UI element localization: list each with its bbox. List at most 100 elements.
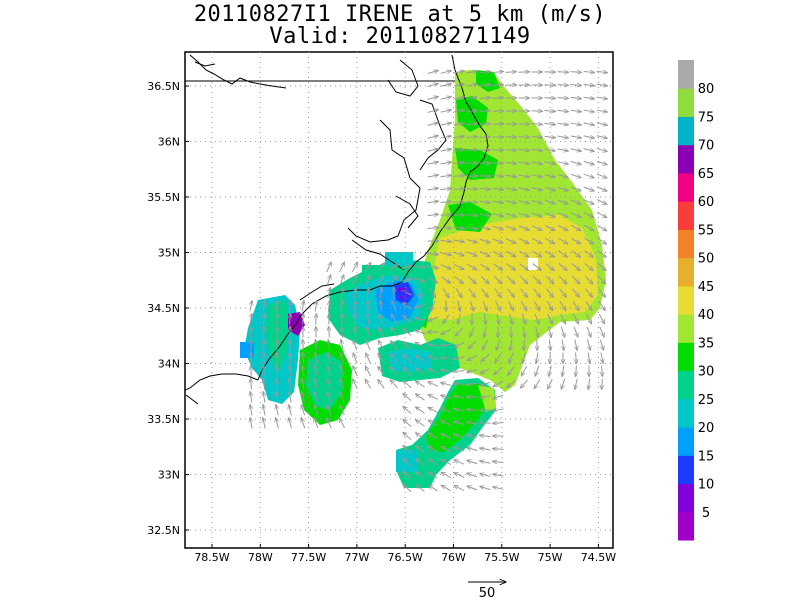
- lat-tick-label: 35N: [158, 247, 180, 260]
- wind-vector: [467, 409, 478, 410]
- wind-vector: [484, 326, 486, 338]
- wind-vector: [440, 264, 451, 269]
- wind-vector: [596, 186, 607, 191]
- wind-vector: [378, 366, 385, 376]
- wind-vector: [415, 381, 425, 388]
- wind-vector: [570, 97, 582, 98]
- wind-vector: [508, 366, 515, 376]
- wind-vector: [557, 97, 569, 98]
- wind-vector: [575, 378, 577, 390]
- wind-vector: [548, 378, 553, 389]
- wind-vector: [573, 326, 578, 337]
- wind-vector: [505, 85, 517, 86]
- wind-vector: [441, 358, 452, 359]
- wind-vector: [570, 149, 582, 152]
- wind-vector: [583, 123, 595, 125]
- wind-vector: [314, 405, 319, 416]
- wind-vector: [596, 71, 608, 72]
- wind-vector: [520, 300, 526, 311]
- wind-vector: [480, 263, 489, 270]
- wind-vector: [505, 150, 517, 151]
- latitude-labels: 36.5N 36N 35.5N 35N 34.5N 34N 33.5N 33N 32.5N: [147, 80, 189, 537]
- wind-vector: [440, 149, 452, 151]
- wind-vector: [505, 175, 517, 177]
- wind-vector: [431, 300, 436, 311]
- wind-vector: [427, 266, 439, 269]
- wind-vector: [250, 301, 252, 312]
- wind-vector: [355, 314, 356, 325]
- wind-vector: [315, 353, 317, 364]
- wind-vector: [544, 175, 556, 178]
- lat-tick-label: 34.5N: [147, 302, 180, 315]
- wind-vector: [466, 251, 477, 256]
- wind-vector: [596, 147, 608, 151]
- wind-vector: [327, 379, 332, 390]
- wind-vector: [390, 367, 398, 376]
- wind-vector: [440, 175, 452, 177]
- wind-vector: [480, 435, 491, 436]
- colorbar-swatch: [678, 172, 694, 202]
- wind-vector: [544, 149, 556, 151]
- wind-vector: [328, 353, 330, 364]
- colorbar-swatch: [678, 427, 694, 456]
- wind-vector: [416, 472, 425, 479]
- wind-vector: [480, 275, 489, 283]
- wind-vector: [495, 300, 501, 311]
- wind-vector: [583, 224, 594, 231]
- colorbar-label: 15: [698, 449, 715, 464]
- wind-vector: [573, 313, 578, 324]
- wind-vector: [403, 445, 412, 454]
- wind-vector: [428, 446, 438, 453]
- wind-vector: [339, 262, 345, 273]
- wind-vector: [367, 314, 369, 325]
- wind-vector: [355, 301, 356, 312]
- lat-tick-label: 33N: [158, 469, 180, 482]
- wind-vector: [479, 227, 491, 230]
- wind-vector: [480, 486, 491, 491]
- lat-tick-label: 32.5N: [147, 524, 180, 537]
- wind-vector: [392, 301, 397, 312]
- wind-vector: [352, 275, 357, 286]
- lat-tick-label: 36N: [158, 136, 180, 149]
- valid-time: Valid: 201108271149: [269, 24, 531, 49]
- wind-vector: [454, 473, 465, 478]
- wind-vector: [328, 288, 330, 299]
- wind-vector: [441, 329, 452, 335]
- wind-vector: [315, 379, 318, 390]
- wind-vector: [442, 288, 449, 297]
- wind-vector: [353, 379, 358, 390]
- wind-vector: [570, 84, 582, 85]
- wind-vector: [454, 276, 463, 284]
- wind-vector: [401, 265, 412, 270]
- wind-vector: [535, 365, 540, 376]
- wind-vector: [427, 136, 439, 139]
- wind-vector: [327, 418, 332, 429]
- wind-vector: [519, 275, 528, 284]
- chart-title: 20110827I1 IRENE at 5 km (m/s): [193, 2, 607, 27]
- wind-vector: [545, 237, 554, 244]
- wind-vector: [467, 422, 478, 424]
- wind-vector: [505, 201, 517, 204]
- wind-vector: [440, 162, 452, 164]
- wind-vector: [353, 366, 358, 377]
- longitude-labels: 78.5W 78W 77.5W 77W 76.5W 76W 75.5W 75W 74.5W: [194, 544, 616, 564]
- wind-vector: [570, 110, 582, 112]
- wind-vector: [441, 276, 451, 284]
- wind-vector: [364, 262, 371, 272]
- wind-vector: [598, 288, 606, 297]
- wind-vector: [250, 405, 252, 416]
- wind-vector: [519, 250, 528, 257]
- wind-vector: [560, 313, 566, 324]
- wind-vector: [328, 366, 331, 377]
- wind-vector: [479, 251, 490, 257]
- wind-vector: [544, 162, 556, 164]
- wind-vector: [583, 173, 594, 178]
- wind-vector: [492, 85, 504, 86]
- wind-vector: [531, 225, 542, 231]
- wind-vector: [466, 227, 478, 229]
- lon-tick-label: 75.5W: [484, 551, 519, 564]
- wind-vector: [341, 353, 344, 364]
- wind-vector: [427, 149, 439, 152]
- wind-vector: [583, 136, 595, 138]
- wind-vector: [583, 212, 594, 217]
